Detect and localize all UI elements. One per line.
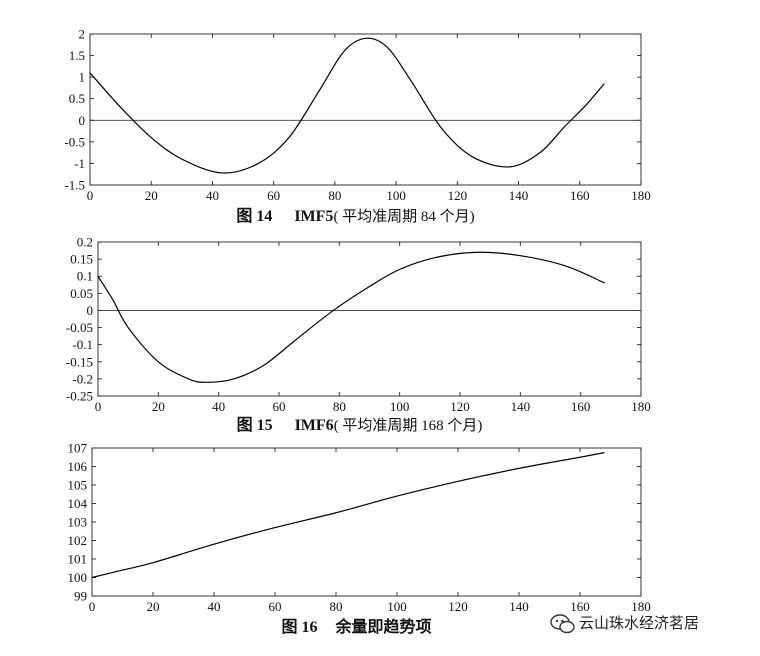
figure-caption: 图 15 IMF6( 平均准周期 168 个月) bbox=[237, 416, 483, 434]
y-tick-label: -0.15 bbox=[66, 354, 93, 369]
y-tick-label: 101 bbox=[68, 552, 88, 567]
chart-panel-3: 0 20 40 60 80 100 120 140 160 180 107 106 105 104 103 1… bbox=[68, 441, 651, 637]
x-tick-label: 20 bbox=[147, 599, 160, 614]
caption-suffix: ( 平均准周期 168 个月) bbox=[334, 417, 483, 434]
x-tick-label: 140 bbox=[509, 188, 529, 203]
series-line bbox=[89, 37, 605, 174]
caption-suffix: 余量即趋势项 bbox=[335, 617, 432, 636]
y-tick-label: 100 bbox=[68, 570, 88, 585]
y-tick-label: 102 bbox=[68, 533, 88, 548]
y-tick-label: 105 bbox=[68, 478, 88, 493]
x-tick-label: 160 bbox=[570, 188, 590, 203]
y-tick-label: 103 bbox=[68, 515, 88, 530]
plot-frame bbox=[89, 33, 642, 186]
caption-suffix: ( 平均准周期 84 个月) bbox=[333, 208, 474, 225]
y-tick-label: 0.5 bbox=[69, 91, 85, 106]
x-tick-label: 120 bbox=[448, 188, 468, 203]
caption-number: 图 15 bbox=[237, 416, 273, 434]
x-tick-label: 160 bbox=[570, 599, 590, 614]
y-tick-label: 0 bbox=[79, 113, 86, 128]
y-tick-label: -0.05 bbox=[66, 320, 93, 335]
x-tick-label: 140 bbox=[511, 399, 531, 414]
x-tick-label: 180 bbox=[631, 188, 651, 203]
series-line bbox=[91, 452, 605, 579]
x-tick-label: 100 bbox=[390, 399, 410, 414]
y-tick-label: 0.2 bbox=[77, 235, 93, 250]
y-tick-label: -0.2 bbox=[72, 371, 93, 386]
x-tick-label: 180 bbox=[631, 599, 651, 614]
caption-label: IMF6 bbox=[295, 417, 334, 434]
y-tick-label: 1 bbox=[79, 70, 86, 85]
wechat-icon bbox=[550, 614, 575, 634]
x-tick-label: 60 bbox=[269, 599, 282, 614]
x-tick-label: 0 bbox=[87, 188, 94, 203]
figure-caption: 图 14 IMF5( 平均准周期 84 个月) bbox=[236, 207, 474, 225]
x-tick-label: 0 bbox=[95, 399, 102, 414]
x-tick-label: 100 bbox=[386, 188, 406, 203]
y-tick-label: 104 bbox=[68, 496, 88, 511]
y-tick-label: -1 bbox=[74, 156, 85, 171]
y-tick-label: 2 bbox=[79, 27, 86, 42]
y-tick-label: 107 bbox=[68, 441, 88, 456]
x-tick-label: 100 bbox=[387, 599, 407, 614]
x-tick-label: 120 bbox=[450, 399, 470, 414]
y-tick-label: -1.5 bbox=[64, 178, 85, 193]
caption-number: 图 14 bbox=[236, 207, 272, 225]
chart-panel-1: 0 20 40 60 80 100 120 140 160 180 2 1.5 1 0.5 0 -0.5 -1 -… bbox=[64, 27, 650, 226]
series-line bbox=[97, 251, 606, 383]
watermark-text: 云山珠水经济茗居 bbox=[579, 614, 699, 632]
y-tick-label: -0.25 bbox=[66, 389, 93, 404]
y-tick-label: 0.15 bbox=[70, 252, 93, 267]
chart-panels: 0 20 40 60 80 100 120 140 160 180 2 1.5 1 0.5 0 -0.5 -1 -… bbox=[64, 27, 650, 637]
caption-number: 图 16 bbox=[281, 618, 317, 636]
plot-frame bbox=[97, 241, 642, 397]
x-tick-label: 40 bbox=[206, 188, 219, 203]
y-tick-label: 1.5 bbox=[69, 48, 85, 63]
watermark: 云山珠水经济茗居 bbox=[550, 614, 699, 634]
x-tick-label: 80 bbox=[333, 399, 346, 414]
y-tick-label: 99 bbox=[74, 589, 87, 604]
figure-caption: 图 16 余量即趋势项 bbox=[281, 617, 431, 636]
caption-label: IMF5 bbox=[294, 208, 333, 225]
x-tick-label: 20 bbox=[152, 399, 165, 414]
x-tick-label: 180 bbox=[631, 399, 651, 414]
x-tick-label: 40 bbox=[212, 399, 225, 414]
x-tick-label: 120 bbox=[448, 599, 468, 614]
x-tick-label: 60 bbox=[273, 399, 286, 414]
x-tick-label: 20 bbox=[145, 188, 158, 203]
x-tick-label: 40 bbox=[208, 599, 221, 614]
y-tick-label: 0.1 bbox=[77, 269, 93, 284]
y-tick-label: 0 bbox=[87, 303, 94, 318]
y-tick-label: -0.1 bbox=[72, 337, 93, 352]
x-tick-label: 0 bbox=[89, 599, 96, 614]
x-tick-label: 60 bbox=[267, 188, 280, 203]
x-tick-label: 140 bbox=[509, 599, 529, 614]
x-tick-label: 80 bbox=[328, 188, 341, 203]
y-tick-label: 0.05 bbox=[70, 286, 93, 301]
y-tick-label: -0.5 bbox=[64, 134, 85, 149]
y-tick-label: 106 bbox=[68, 459, 88, 474]
x-tick-label: 160 bbox=[571, 399, 591, 414]
x-tick-label: 80 bbox=[330, 599, 343, 614]
plot-frame bbox=[91, 447, 642, 597]
chart-panel-2: 0 20 40 60 80 100 120 140 160 1800.20.150.10.050-… bbox=[66, 235, 651, 435]
